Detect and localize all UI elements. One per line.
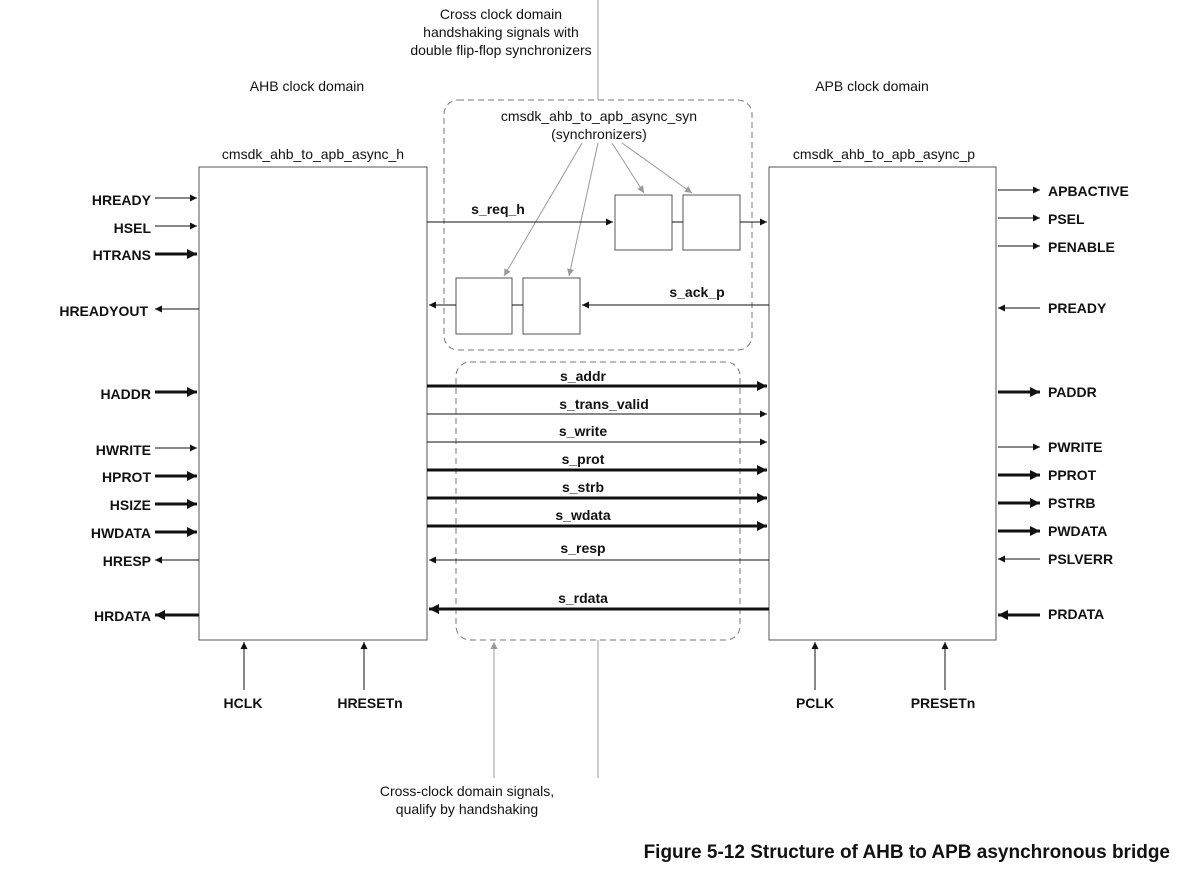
apb-module-name: cmsdk_ahb_to_apb_async_p [793,146,975,162]
pwrite-label: PWRITE [1048,439,1102,455]
apbactive-label: APBACTIVE [1048,183,1129,199]
figure-caption: Figure 5-12 Structure of AHB to APB asyn… [644,842,1170,863]
top-note-line-3: double flip-flop synchronizers [410,42,591,58]
s-wdata-label: s_wdata [555,507,610,523]
hwdata-label: HWDATA [91,525,151,541]
s-prot-label: s_prot [562,451,605,467]
psel-label: PSEL [1048,211,1085,227]
s-resp-label: s_resp [560,540,605,556]
req-flipflop-2 [682,194,741,251]
pwdata-label: PWDATA [1048,523,1107,539]
pclk-label: PCLK [796,695,834,711]
sync-module-name: cmsdk_ahb_to_apb_async_syn [501,108,697,124]
ahb-module-block [198,166,428,641]
top-note-line-1: Cross clock domain [440,6,562,22]
s-strb-label: s_strb [562,479,604,495]
sync-clock-arrow-4 [621,142,693,194]
hready-label: HREADY [92,192,152,208]
apb-module-block [768,166,997,641]
s-req-h-label: s_req_h [471,201,525,217]
s-rdata-label: s_rdata [558,590,608,606]
sync-clock-arrow-2 [567,142,599,277]
prdata-label: PRDATA [1048,606,1104,622]
s-addr-label: s_addr [560,368,606,384]
sync-module-subtitle: (synchronizers) [551,126,647,142]
hreadyout-label: HREADYOUT [59,303,148,319]
sync-clock-arrow-1 [503,142,583,277]
apb-domain-label: APB clock domain [815,78,929,94]
pprot-label: PPROT [1048,467,1097,483]
hprot-label: HPROT [102,469,151,485]
ack-flipflop-2 [522,277,581,335]
sync-region [443,99,753,351]
sync-clock-arrow-3 [611,142,645,194]
bottom-note-line-2: qualify by handshaking [396,801,538,817]
hresetn-label: HRESETn [337,695,402,711]
htrans-label: HTRANS [93,247,151,263]
s-ack-p-label: s_ack_p [669,284,724,300]
top-note-line-2: handshaking signals with [423,24,579,40]
s-write-label: s_write [559,423,607,439]
ahb-domain-label: AHB clock domain [250,78,364,94]
hrdata-label: HRDATA [94,608,151,624]
req-flipflop-1 [614,194,673,251]
paddr-label: PADDR [1048,384,1097,400]
hsel-label: HSEL [114,220,152,236]
haddr-label: HADDR [100,386,151,402]
hclk-label: HCLK [224,695,263,711]
cross-signal-region [455,361,741,641]
ahb-module-name: cmsdk_ahb_to_apb_async_h [222,146,404,162]
pstrb-label: PSTRB [1048,495,1095,511]
hresp-label: HRESP [103,553,151,569]
presetn-label: PRESETn [911,695,976,711]
s-trans-valid-label: s_trans_valid [559,396,649,412]
hsize-label: HSIZE [110,497,151,513]
penable-label: PENABLE [1048,239,1115,255]
pready-label: PREADY [1048,300,1107,316]
hwrite-label: HWRITE [96,442,151,458]
ack-flipflop-1 [455,277,513,335]
bottom-note-line-1: Cross-clock domain signals, [380,783,554,799]
pslverr-label: PSLVERR [1048,551,1113,567]
